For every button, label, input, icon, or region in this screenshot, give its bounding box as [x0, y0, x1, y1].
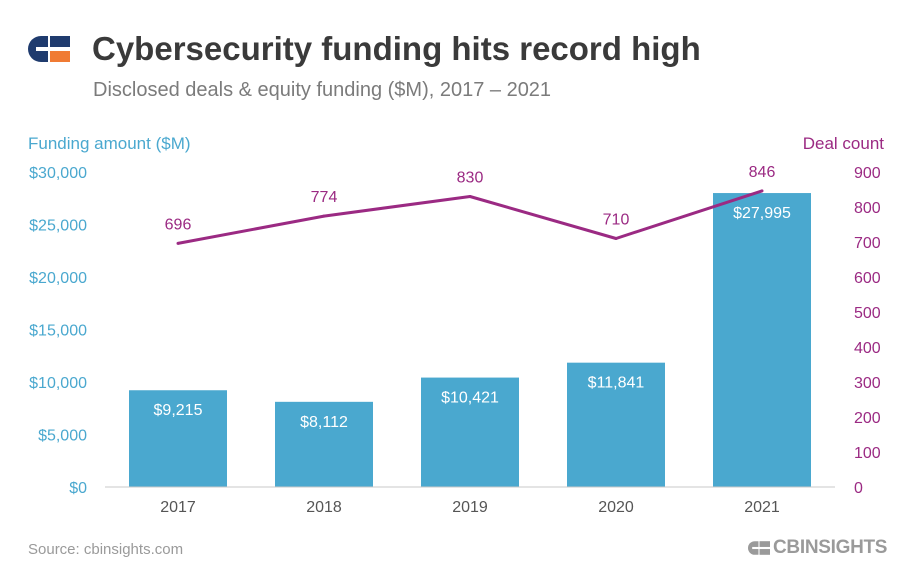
- deal-count-point: [176, 241, 180, 245]
- left-axis-tick-label: $20,000: [29, 270, 87, 287]
- funding-bar-label: $27,995: [733, 205, 791, 222]
- x-axis-tick-label: 2018: [306, 499, 342, 516]
- right-axis-tick-label: 700: [854, 235, 881, 252]
- deal-count-label: 774: [311, 189, 338, 206]
- funding-bar: [275, 401, 373, 487]
- left-axis-tick-label: $25,000: [29, 218, 87, 235]
- funding-bar-label: $9,215: [154, 402, 203, 419]
- deal-count-point: [468, 195, 472, 198]
- right-axis-tick-label: 300: [854, 375, 881, 392]
- deal-count-point: [614, 237, 618, 240]
- right-axis-tick-label: 200: [854, 410, 881, 427]
- funding-bar: [567, 362, 665, 487]
- cbinsights-mark-icon: [748, 541, 770, 555]
- deal-count-point: [322, 214, 326, 218]
- right-axis-tick-label: 100: [854, 445, 881, 462]
- right-axis-tick-label: 600: [854, 270, 881, 287]
- funding-bar-label: $10,421: [441, 390, 499, 407]
- left-axis-tick-label: $5,000: [38, 428, 87, 445]
- funding-bar-label: $11,841: [588, 375, 645, 392]
- right-axis-tick-label: 500: [854, 305, 881, 322]
- deal-count-label: 710: [603, 212, 630, 229]
- left-axis-tick-label: $10,000: [29, 375, 87, 392]
- deal-count-label: 830: [457, 170, 484, 187]
- funding-bar: [129, 390, 227, 487]
- x-axis-tick-label: 2021: [744, 499, 780, 516]
- right-axis-tick-label: 400: [854, 340, 881, 357]
- right-axis-tick-label: 800: [854, 200, 881, 217]
- left-axis-label: Funding amount ($M): [28, 134, 191, 153]
- deal-count-label: 696: [165, 216, 192, 233]
- deal-count-label: 846: [749, 164, 776, 181]
- x-axis-tick-label: 2019: [452, 499, 488, 516]
- source-note: Source: cbinsights.com: [28, 541, 184, 558]
- brand-text: CBINSIGHTS: [773, 537, 888, 558]
- left-axis-tick-label: $30,000: [29, 165, 87, 182]
- right-axis-label: Deal count: [803, 134, 885, 153]
- x-axis-tick-label: 2020: [598, 499, 634, 516]
- left-axis-tick-label: $15,000: [29, 323, 87, 340]
- deal-count-line: [177, 189, 763, 245]
- x-axis-tick-label: 2017: [160, 499, 196, 516]
- funding-bar: [713, 193, 811, 488]
- funding-bar: [421, 377, 519, 487]
- right-axis-tick-label: 900: [854, 165, 881, 182]
- left-axis-tick-label: $0: [69, 480, 87, 497]
- right-axis-tick-label: 0: [854, 480, 863, 497]
- cbinsights-logo-icon: [28, 36, 70, 62]
- funding-bar-label: $8,112: [300, 414, 348, 431]
- chart-title: Cybersecurity funding hits record high: [92, 30, 701, 67]
- brand-wordmark: CBINSIGHTS: [748, 537, 887, 559]
- chart-subtitle: Disclosed deals & equity funding ($M), 2…: [93, 79, 552, 101]
- deal-count-point: [760, 189, 764, 193]
